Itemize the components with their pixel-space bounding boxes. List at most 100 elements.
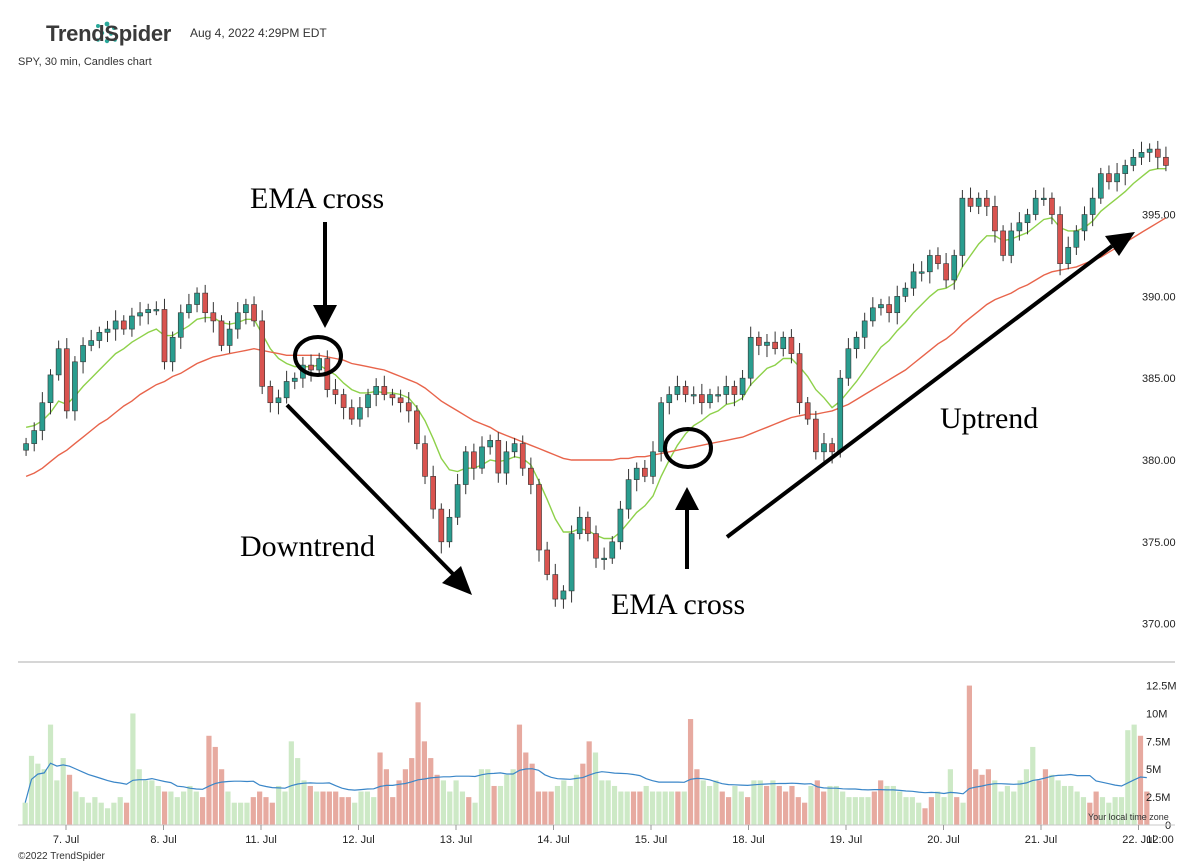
volume-bar bbox=[713, 780, 719, 825]
candle bbox=[585, 511, 591, 542]
volume-bar bbox=[187, 785, 193, 825]
candle bbox=[690, 386, 697, 405]
candle bbox=[959, 190, 966, 268]
candle-body bbox=[707, 394, 713, 404]
candle bbox=[72, 356, 78, 421]
candle-body bbox=[739, 377, 746, 395]
candle-body bbox=[666, 394, 673, 404]
candle bbox=[177, 304, 184, 349]
candle-body bbox=[983, 197, 990, 207]
volume-bar bbox=[973, 769, 979, 825]
volume-bar bbox=[193, 791, 199, 825]
candle bbox=[813, 410, 819, 460]
candle bbox=[682, 380, 689, 403]
candle bbox=[96, 326, 103, 349]
ema-cross-arrowhead-2 bbox=[675, 487, 699, 510]
candle bbox=[283, 370, 290, 404]
volume-bar bbox=[238, 802, 244, 825]
candle-body bbox=[796, 353, 803, 404]
volume-bar bbox=[865, 797, 871, 825]
candle-body bbox=[731, 386, 738, 395]
x-tick-label: 22. Jul bbox=[1122, 834, 1154, 846]
candle-body bbox=[837, 377, 844, 453]
volume-bar bbox=[764, 785, 770, 825]
candle bbox=[568, 525, 575, 603]
volume-bar bbox=[1049, 774, 1055, 825]
candle bbox=[145, 303, 152, 325]
candle-body bbox=[926, 255, 933, 273]
volume-bar bbox=[947, 769, 953, 825]
candle-body bbox=[446, 516, 453, 543]
volume-bar bbox=[295, 758, 301, 825]
volume-bar bbox=[998, 791, 1004, 825]
volume-bar bbox=[694, 769, 700, 825]
volume-bar bbox=[35, 763, 41, 825]
candle-body bbox=[454, 484, 461, 518]
volume-bar bbox=[529, 763, 535, 825]
candle bbox=[88, 329, 95, 352]
downtrend-arrowhead bbox=[442, 566, 472, 595]
candle-body bbox=[861, 320, 868, 338]
price-tick-label: 390.00 bbox=[1142, 291, 1176, 303]
volume-bar bbox=[491, 785, 497, 825]
candle-body bbox=[788, 336, 795, 354]
volume-bar bbox=[244, 802, 250, 825]
volume-bar bbox=[567, 785, 573, 825]
volume-bar bbox=[1080, 797, 1087, 825]
candle-body bbox=[992, 206, 998, 232]
volume-bar bbox=[415, 702, 421, 825]
volume-bar bbox=[580, 763, 586, 825]
volume-bar bbox=[149, 780, 155, 825]
candle bbox=[414, 405, 420, 450]
candle-body bbox=[23, 443, 29, 451]
volume-bar bbox=[1017, 780, 1023, 825]
volume-bar bbox=[288, 741, 294, 825]
candle bbox=[731, 380, 738, 407]
candle bbox=[723, 375, 730, 405]
volume-bar bbox=[516, 724, 523, 825]
candle-body bbox=[756, 336, 762, 346]
x-tick-label: 20. Jul bbox=[927, 834, 959, 846]
price-tick-label: 370.00 bbox=[1142, 619, 1176, 631]
candle bbox=[153, 301, 160, 316]
volume-bar bbox=[111, 802, 117, 825]
candle bbox=[186, 293, 192, 319]
volume-bar bbox=[960, 802, 966, 825]
candle bbox=[129, 307, 135, 337]
candle-body bbox=[780, 336, 787, 350]
volume-tick-label: 0 bbox=[1165, 820, 1171, 832]
candle-body bbox=[405, 402, 412, 412]
candle-body bbox=[129, 315, 135, 330]
volume-bar bbox=[402, 769, 408, 825]
candle bbox=[348, 399, 355, 425]
volume-bar bbox=[130, 713, 136, 825]
volume-bar bbox=[668, 791, 675, 825]
candle bbox=[788, 329, 795, 364]
ema-cross-label-1: EMA cross bbox=[250, 182, 384, 215]
volume-bar bbox=[485, 769, 491, 825]
candle bbox=[243, 298, 249, 325]
volume-bar bbox=[307, 785, 313, 825]
volume-bar bbox=[1068, 785, 1074, 825]
volume-bar bbox=[383, 769, 389, 825]
volume-bar bbox=[447, 791, 453, 825]
candle bbox=[1032, 190, 1039, 221]
candle bbox=[1114, 163, 1120, 192]
candle bbox=[430, 465, 436, 519]
candle-body bbox=[601, 557, 607, 560]
candle-body bbox=[186, 304, 192, 314]
volume-bar bbox=[320, 791, 326, 825]
volume-bar bbox=[789, 785, 795, 825]
candle bbox=[23, 437, 29, 456]
candle bbox=[1065, 236, 1072, 270]
candle-body bbox=[414, 410, 420, 444]
price-tick-label: 375.00 bbox=[1142, 537, 1176, 549]
candle bbox=[1016, 212, 1023, 241]
chart-subtitle: SPY, 30 min, Candles chart bbox=[18, 56, 152, 68]
candle-body bbox=[479, 446, 485, 469]
candle bbox=[1081, 206, 1088, 241]
volume-bar bbox=[98, 802, 104, 825]
candle bbox=[471, 443, 477, 480]
volume-bar bbox=[421, 741, 428, 825]
candle bbox=[226, 320, 233, 354]
